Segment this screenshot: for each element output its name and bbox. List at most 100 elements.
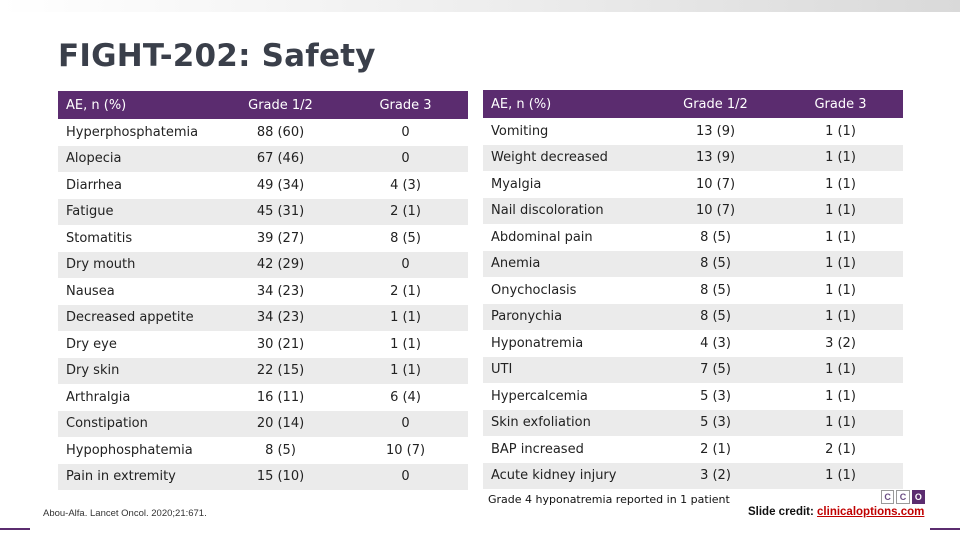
table-row: Skin exfoliation 5 (3) 1 (1)	[483, 409, 903, 436]
grade-1-2-cell: 8 (5)	[653, 277, 778, 304]
table-row: Hyperphosphatemia 88 (60) 0	[58, 119, 468, 146]
grade-1-2-cell: 42 (29)	[218, 251, 343, 278]
grade-3-cell: 2 (1)	[343, 198, 468, 225]
grade-3-cell: 0	[343, 145, 468, 172]
grade-3-cell: 3 (2)	[778, 330, 903, 357]
grade-3-cell: 1 (1)	[778, 250, 903, 277]
grade-1-2-cell: 7 (5)	[653, 356, 778, 383]
header-grade-3: Grade 3	[343, 91, 468, 119]
table-row: Paronychia 8 (5) 1 (1)	[483, 303, 903, 330]
grade-3-cell: 0	[343, 251, 468, 278]
table-row: Nail discoloration 10 (7) 1 (1)	[483, 197, 903, 224]
ae-name-cell: Myalgia	[483, 171, 653, 198]
table-row: Pain in extremity 15 (10) 0	[58, 463, 468, 490]
table-row: Constipation 20 (14) 0	[58, 410, 468, 437]
ae-name-cell: Hyponatremia	[483, 330, 653, 357]
table-row: Acute kidney injury 3 (2) 1 (1)	[483, 462, 903, 489]
logo-letter: O	[911, 490, 925, 504]
grade-3-cell: 0	[343, 119, 468, 146]
ae-name-cell: Abdominal pain	[483, 224, 653, 251]
table-row: Dry skin 22 (15) 1 (1)	[58, 357, 468, 384]
grade-1-2-cell: 34 (23)	[218, 304, 343, 331]
ae-name-cell: Stomatitis	[58, 225, 218, 252]
credit-link[interactable]: clinicaloptions.com	[817, 506, 925, 518]
grade-3-cell: 0	[343, 410, 468, 437]
table-row: Dry mouth 42 (29) 0	[58, 251, 468, 278]
cco-logo: C C O	[881, 490, 925, 504]
ae-name-cell: Nausea	[58, 278, 218, 305]
table-header-row: AE, n (%) Grade 1/2 Grade 3	[483, 90, 903, 118]
grade-3-cell: 1 (1)	[778, 224, 903, 251]
grade-1-2-cell: 34 (23)	[218, 278, 343, 305]
grade-3-cell: 10 (7)	[343, 437, 468, 464]
table-row: Hyponatremia 4 (3) 3 (2)	[483, 330, 903, 357]
ae-name-cell: Arthralgia	[58, 384, 218, 411]
logo-letter: C	[881, 490, 895, 504]
ae-name-cell: Hyperphosphatemia	[58, 119, 218, 146]
table-row: Abdominal pain 8 (5) 1 (1)	[483, 224, 903, 251]
logo-letter: C	[896, 490, 910, 504]
header-grade-1-2: Grade 1/2	[653, 90, 778, 118]
ae-name-cell: Fatigue	[58, 198, 218, 225]
ae-name-cell: Hypercalcemia	[483, 383, 653, 410]
table-row: Vomiting 13 (9) 1 (1)	[483, 118, 903, 145]
grade-1-2-cell: 88 (60)	[218, 119, 343, 146]
grade-1-2-cell: 20 (14)	[218, 410, 343, 437]
ae-name-cell: Anemia	[483, 250, 653, 277]
grade-1-2-cell: 3 (2)	[653, 462, 778, 489]
grade-3-cell: 8 (5)	[343, 225, 468, 252]
ae-name-cell: Pain in extremity	[58, 463, 218, 490]
bottom-accent-right	[930, 528, 960, 530]
table-row: Hypophosphatemia 8 (5) 10 (7)	[58, 437, 468, 464]
grade-1-2-cell: 45 (31)	[218, 198, 343, 225]
grade-1-2-cell: 39 (27)	[218, 225, 343, 252]
grade-3-cell: 0	[343, 463, 468, 490]
header-grade-1-2: Grade 1/2	[218, 91, 343, 119]
grade-3-cell: 1 (1)	[778, 409, 903, 436]
table-row: Decreased appetite 34 (23) 1 (1)	[58, 304, 468, 331]
bottom-accent-left	[0, 528, 30, 530]
grade-3-cell: 6 (4)	[343, 384, 468, 411]
ae-name-cell: BAP increased	[483, 436, 653, 463]
grade-3-cell: 1 (1)	[778, 144, 903, 171]
grade-1-2-cell: 30 (21)	[218, 331, 343, 358]
table-header-row: AE, n (%) Grade 1/2 Grade 3	[58, 91, 468, 119]
ae-name-cell: Weight decreased	[483, 144, 653, 171]
grade-1-2-cell: 4 (3)	[653, 330, 778, 357]
ae-name-cell: Acute kidney injury	[483, 462, 653, 489]
top-gradient-band	[0, 0, 960, 12]
slide-credit: Slide credit: clinicaloptions.com	[748, 506, 924, 518]
slide-title: FIGHT-202: Safety	[58, 38, 376, 74]
grade-3-cell: 1 (1)	[343, 304, 468, 331]
grade-3-cell: 1 (1)	[778, 197, 903, 224]
table-row: Nausea 34 (23) 2 (1)	[58, 278, 468, 305]
table-row: Anemia 8 (5) 1 (1)	[483, 250, 903, 277]
grade-3-cell: 1 (1)	[343, 357, 468, 384]
grade-1-2-cell: 13 (9)	[653, 144, 778, 171]
table-row: Hypercalcemia 5 (3) 1 (1)	[483, 383, 903, 410]
grade-3-cell: 1 (1)	[778, 383, 903, 410]
adverse-events-table-right: AE, n (%) Grade 1/2 Grade 3 Vomiting 13 (…	[483, 90, 903, 489]
grade-1-2-cell: 10 (7)	[653, 171, 778, 198]
table-row: Alopecia 67 (46) 0	[58, 145, 468, 172]
grade-1-2-cell: 16 (11)	[218, 384, 343, 411]
table-row: Dry eye 30 (21) 1 (1)	[58, 331, 468, 358]
ae-name-cell: Hypophosphatemia	[58, 437, 218, 464]
grade-1-2-cell: 8 (5)	[653, 250, 778, 277]
table-row: Diarrhea 49 (34) 4 (3)	[58, 172, 468, 199]
grade-3-cell: 2 (1)	[343, 278, 468, 305]
grade-1-2-cell: 67 (46)	[218, 145, 343, 172]
ae-name-cell: Dry eye	[58, 331, 218, 358]
grade-1-2-cell: 22 (15)	[218, 357, 343, 384]
grade-3-cell: 1 (1)	[778, 277, 903, 304]
grade-3-cell: 1 (1)	[343, 331, 468, 358]
grade-1-2-cell: 5 (3)	[653, 383, 778, 410]
grade-3-cell: 4 (3)	[343, 172, 468, 199]
ae-name-cell: Vomiting	[483, 118, 653, 145]
grade-1-2-cell: 5 (3)	[653, 409, 778, 436]
grade-1-2-cell: 2 (1)	[653, 436, 778, 463]
grade-1-2-cell: 8 (5)	[653, 224, 778, 251]
ae-name-cell: Paronychia	[483, 303, 653, 330]
grade-3-cell: 1 (1)	[778, 356, 903, 383]
header-ae: AE, n (%)	[58, 91, 218, 119]
